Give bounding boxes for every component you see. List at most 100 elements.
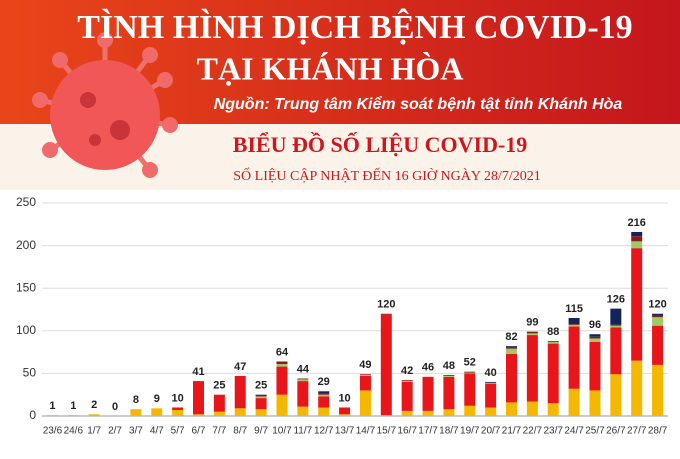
bar-segment (631, 360, 643, 416)
bar-segment (297, 379, 309, 382)
x-tick-label: 8/7 (233, 426, 247, 437)
chart-subtitle: SỐ LIỆU CẬP NHẬT ĐẾN 16 GIỜ NGÀY 28/7/20… (233, 166, 540, 184)
total-label: 126 (607, 294, 625, 306)
title-line-1: TÌNH HÌNH DỊCH BỆNH COVID-19 (77, 8, 632, 46)
x-tick-label: 28/7 (648, 426, 668, 437)
bar-segment (359, 390, 371, 416)
bar-segment (318, 391, 330, 393)
total-label: 2 (91, 399, 97, 411)
bar-segment (547, 343, 559, 404)
bar-segment (464, 373, 476, 406)
bar-segment (172, 407, 184, 411)
bar-segment (255, 409, 267, 416)
x-tick-label: 16/7 (397, 426, 417, 437)
total-label: 10 (172, 392, 184, 404)
total-label: 46 (422, 362, 434, 374)
bar-segment (380, 313, 392, 315)
x-tick-label: 21/7 (502, 426, 522, 437)
bar-segment (610, 325, 622, 328)
chart-title: BIỂU ĐỒ SỐ LIỆU COVID-19 (233, 132, 528, 157)
bar-segment (589, 336, 601, 339)
bar-segment (318, 407, 330, 416)
bar-segment (485, 382, 497, 384)
bar-segment (631, 231, 643, 237)
x-tick-label: 23/6 (43, 426, 63, 437)
x-tick-label: 24/7 (564, 426, 584, 437)
bar-segment (213, 411, 225, 416)
bar-segment (568, 324, 580, 327)
bar-segment (589, 334, 601, 337)
total-label: 96 (589, 319, 601, 331)
total-label: 115 (565, 303, 583, 315)
bar-segment (464, 371, 476, 373)
x-tick-label: 13/7 (335, 426, 355, 437)
x-tick-label: 12/7 (314, 426, 334, 437)
x-tick-label: 4/7 (150, 426, 164, 437)
x-tick-label: 26/7 (606, 426, 626, 437)
y-tick-label: 100 (16, 323, 36, 337)
x-tick-label: 3/7 (129, 426, 143, 437)
total-label: 120 (377, 299, 395, 311)
y-tick-label: 0 (29, 408, 36, 422)
bar-segment (652, 313, 664, 316)
bar-segment (568, 323, 580, 325)
bar-segment (652, 317, 664, 326)
y-tick-label: 50 (23, 366, 37, 380)
x-tick-label: 18/7 (439, 426, 459, 437)
x-tick-label: 25/7 (585, 426, 605, 437)
x-tick-label: 19/7 (460, 426, 480, 437)
total-label: 48 (443, 360, 455, 372)
total-label: 40 (485, 367, 497, 379)
bar-segment (46, 415, 58, 416)
total-label: 0 (112, 401, 118, 413)
bar-segment (297, 406, 309, 416)
bar-segment (67, 415, 79, 416)
x-tick-label: 22/7 (523, 426, 543, 437)
bar-segment (276, 366, 288, 395)
bar-segment (172, 410, 184, 416)
bar-segment (610, 308, 622, 325)
title-line-2: TẠI KHÁNH HÒA (197, 50, 464, 86)
y-tick-label: 150 (16, 280, 36, 294)
total-label: 9 (154, 393, 160, 405)
bar-segment (610, 374, 622, 416)
x-tick-label: 24/6 (64, 426, 84, 437)
bar-segment (485, 407, 497, 416)
x-tick-label: 11/7 (293, 426, 312, 437)
bar-segment (339, 414, 351, 416)
bar-segment (506, 346, 517, 347)
bar-segment (464, 405, 476, 416)
bar-segment (380, 314, 392, 416)
bar-segment (255, 398, 267, 410)
bar-segment (547, 341, 559, 344)
bar-segment (652, 315, 664, 318)
total-label: 49 (359, 359, 371, 371)
x-tick-label: 20/7 (481, 426, 501, 437)
bar-segment (401, 380, 413, 382)
total-label: 41 (192, 366, 204, 378)
bar-segment (610, 324, 622, 326)
total-label: 10 (338, 392, 350, 404)
bar-segment (359, 375, 371, 376)
total-label: 1 (70, 400, 76, 412)
x-tick-label: 23/7 (543, 426, 563, 437)
bar-segment (318, 394, 330, 397)
x-tick-label: 6/7 (192, 426, 206, 437)
bar-segment (610, 327, 622, 375)
bar-segment (359, 374, 371, 376)
bar-segment (464, 372, 476, 374)
total-label: 44 (297, 363, 310, 375)
bar-segment (276, 364, 288, 367)
bar-segment (380, 415, 392, 416)
bar-segment (213, 394, 225, 412)
total-label: 52 (464, 357, 476, 369)
bar-segment (526, 335, 538, 402)
bar-segment (318, 396, 330, 408)
source: Nguồn: Trung tâm Kiểm soát bệnh tật tỉnh… (214, 95, 623, 113)
bar-segment (506, 348, 517, 354)
bar-segment (568, 326, 580, 389)
bar-segment (297, 378, 309, 380)
total-label: 42 (401, 365, 413, 377)
x-tick-label: 14/7 (356, 426, 376, 437)
bar-segment (422, 376, 434, 411)
